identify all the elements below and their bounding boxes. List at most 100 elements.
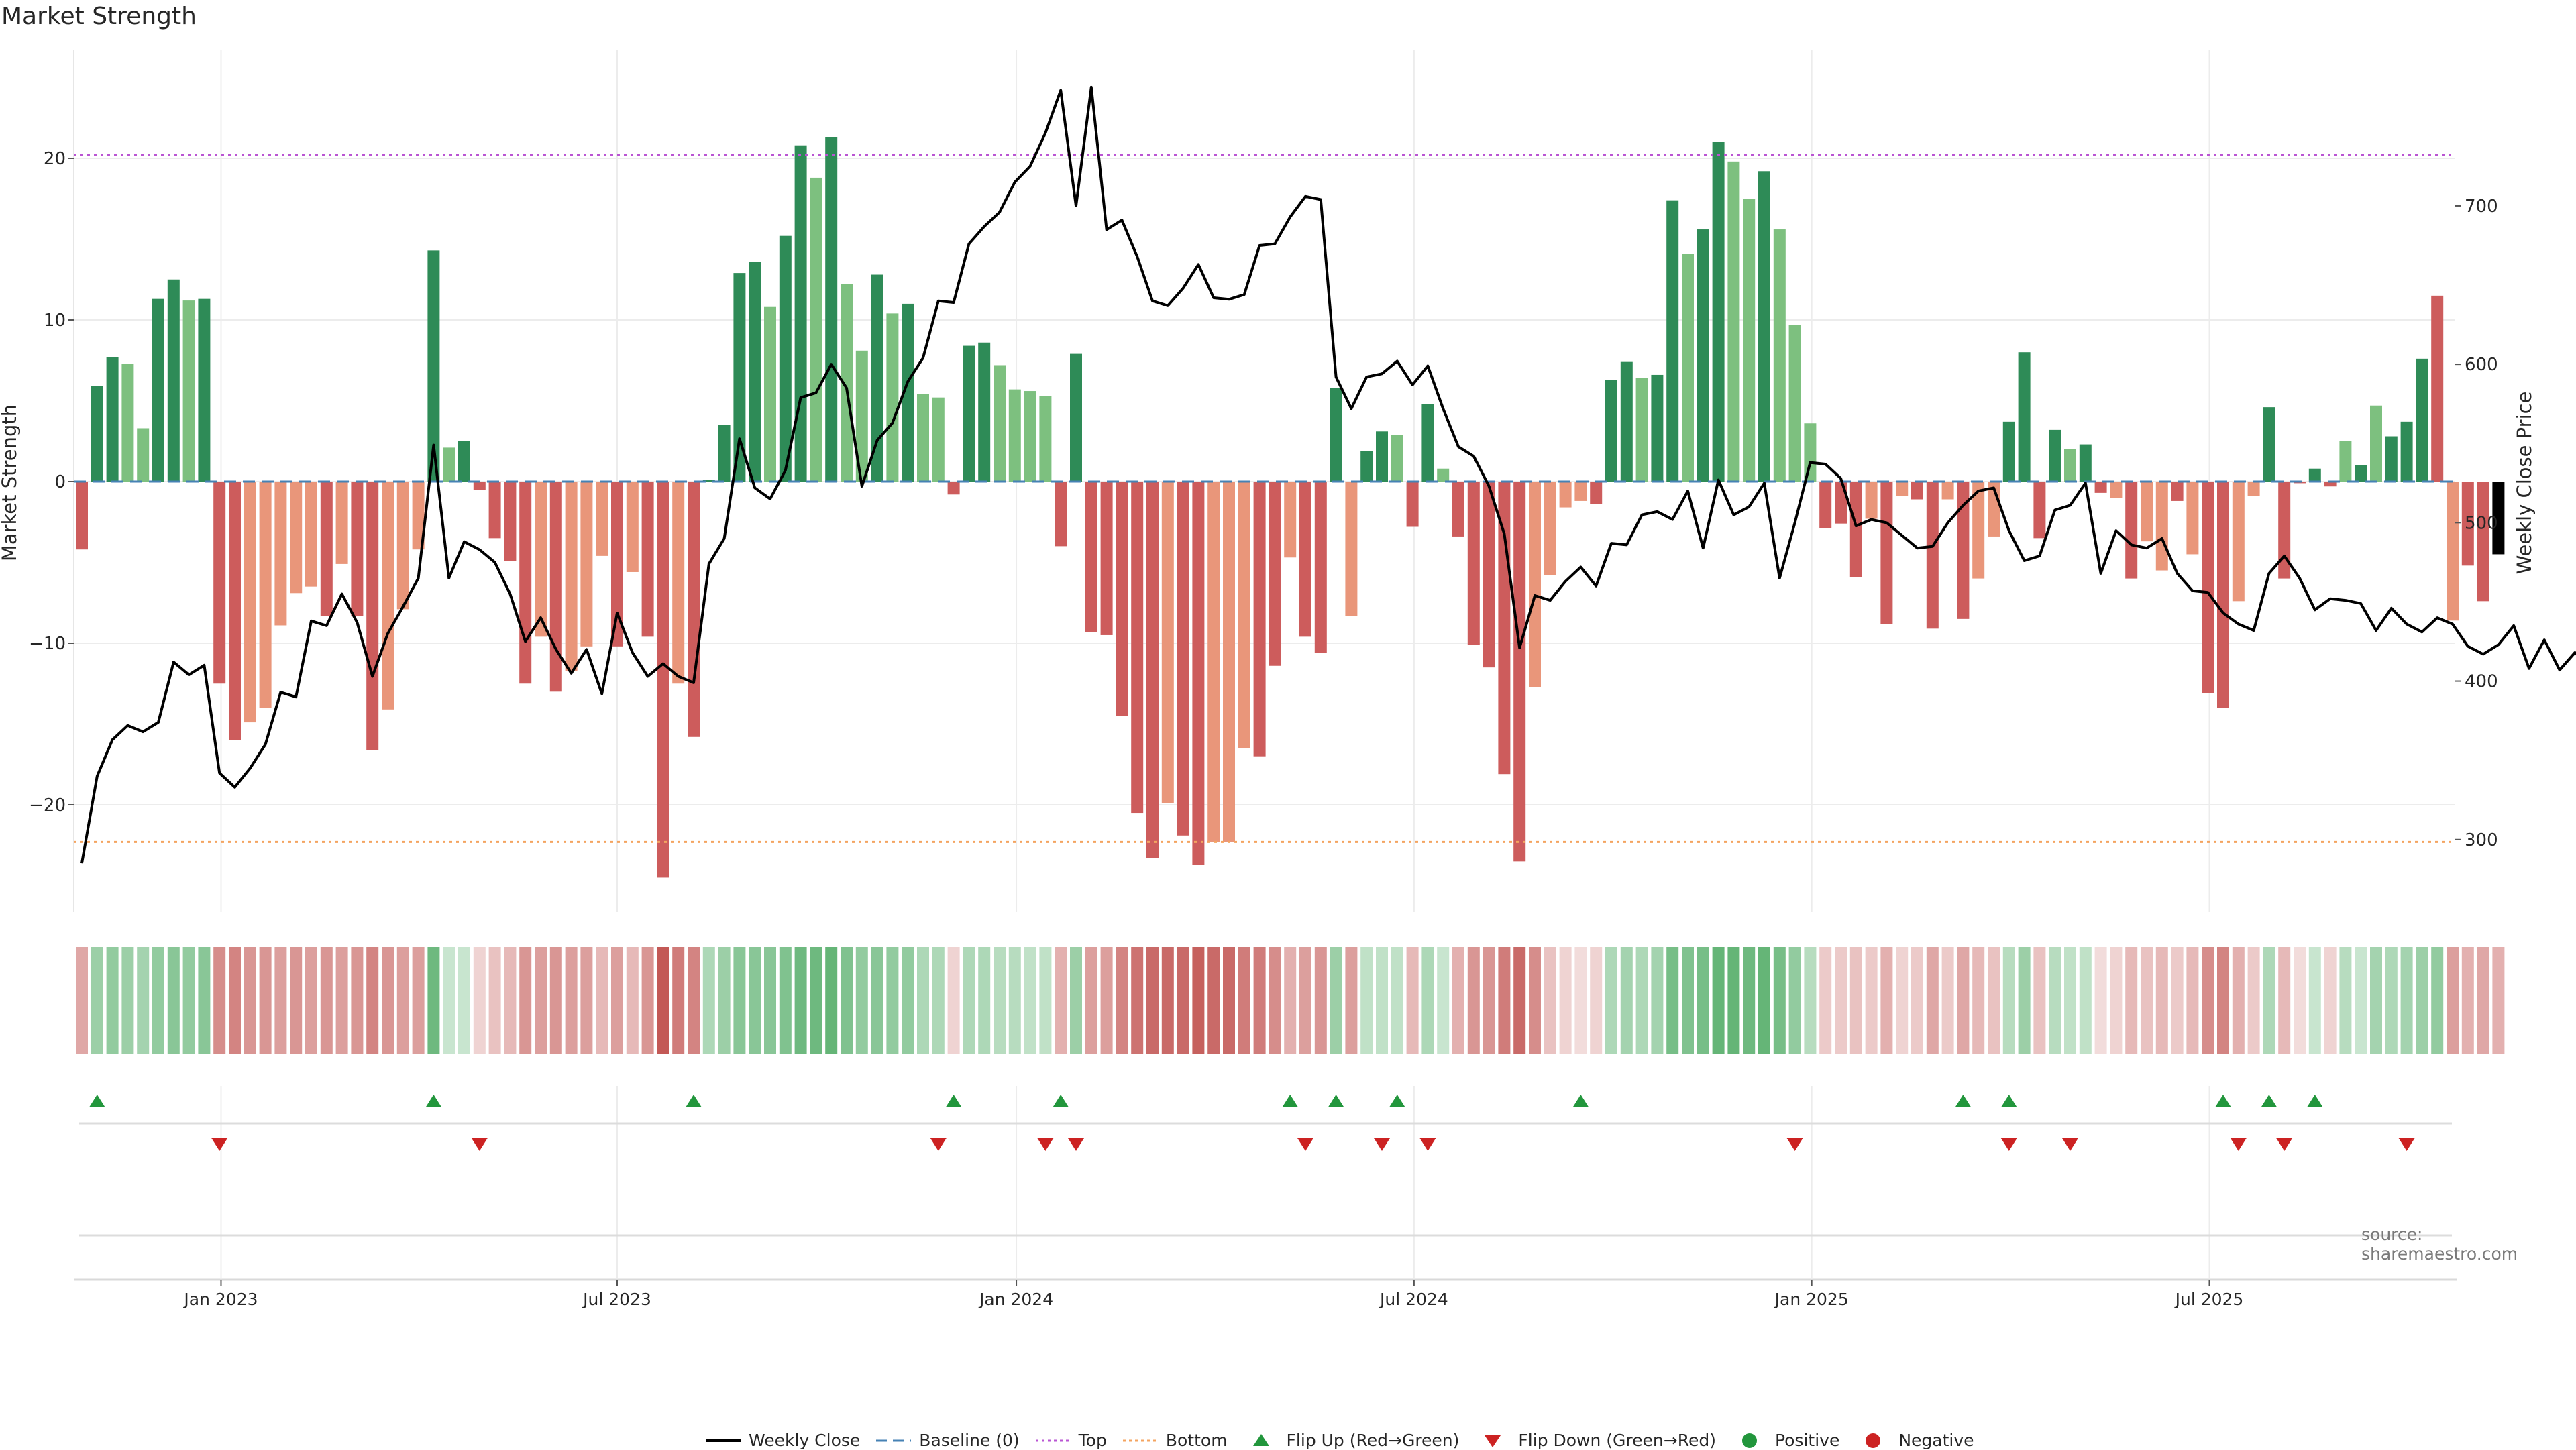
legend-item: Negative: [1854, 1431, 1974, 1450]
heat-cell: [1590, 947, 1603, 1054]
legend-item: Flip Down (Green→Red): [1474, 1431, 1716, 1450]
strength-bar: [963, 345, 975, 482]
legend-item: Top: [1034, 1431, 1107, 1450]
strength-bar: [1773, 229, 1786, 482]
strength-bar: [1574, 482, 1587, 501]
strength-bar: [1146, 482, 1159, 858]
strength-bar: [198, 298, 211, 482]
strength-bar: [519, 482, 532, 684]
strength-bar: [596, 482, 608, 556]
strength-bar: [1620, 361, 1633, 482]
heat-cell: [2431, 947, 2444, 1054]
strength-bar: [2431, 295, 2444, 482]
strength-bar: [427, 250, 440, 482]
strength-bar: [1116, 482, 1128, 716]
heat-cell: [2416, 947, 2428, 1054]
heat-cell: [1406, 947, 1419, 1054]
heat-cell: [121, 947, 134, 1054]
heat-cell: [1284, 947, 1297, 1054]
heat-cell: [764, 947, 776, 1054]
heat-cell: [91, 947, 103, 1054]
strength-bar: [2461, 482, 2474, 566]
strength-bar: [917, 394, 929, 482]
heat-cell: [229, 947, 241, 1054]
strength-bar: [749, 262, 761, 482]
heat-cell: [2385, 947, 2398, 1054]
legend-label: Flip Down (Green→Red): [1518, 1431, 1716, 1450]
heat-cell: [1452, 947, 1464, 1054]
strength-bar: [2339, 441, 2352, 482]
flip-down-marker: [1037, 1138, 1054, 1151]
strength-bar: [2002, 421, 2015, 482]
heat-cell: [1513, 947, 1526, 1054]
heat-cell: [1620, 947, 1633, 1054]
x-tick-label: Jul 2024: [1379, 1290, 1448, 1309]
triangle-up-icon: [1252, 1433, 1269, 1446]
flip-up-marker: [1955, 1095, 1972, 1107]
heat-cell: [274, 947, 287, 1054]
heat-cell: [305, 947, 317, 1054]
strength-bar: [2324, 482, 2337, 487]
heat-cell: [1177, 947, 1189, 1054]
axis-labels: −20 −10 0 10 20 300 400 500 600 700 Jan 2023 Jul 20…: [0, 149, 2536, 1309]
strength-bar: [1437, 468, 1450, 482]
heat-cell: [1085, 947, 1097, 1054]
flip-down-marker: [2062, 1138, 2078, 1151]
heat-cell: [1100, 947, 1113, 1054]
heat-cell: [1635, 947, 1648, 1054]
strength-bar: [2049, 429, 2061, 482]
heat-cell: [994, 947, 1006, 1054]
heat-cell: [886, 947, 899, 1054]
strength-bar: [1483, 482, 1495, 668]
chart-legend: Weekly Close Baseline (0) Top Bottom Flip Up…: [704, 1431, 1974, 1450]
heat-cell: [2447, 947, 2459, 1054]
heat-cell: [2294, 947, 2306, 1054]
strength-bar: [2355, 465, 2367, 482]
strength-bar: [1360, 451, 1373, 482]
strength-bar: [320, 482, 333, 616]
heat-cell: [2125, 947, 2138, 1054]
strength-bar: [810, 177, 822, 482]
strength-bar: [2094, 482, 2107, 493]
flip-up-marker: [945, 1095, 962, 1107]
heat-cell: [2064, 947, 2076, 1054]
flip-markers: [79, 1095, 2452, 1237]
heat-cell: [2049, 947, 2061, 1054]
strength-bar: [1682, 254, 1694, 482]
heat-cell: [1743, 947, 1756, 1054]
heat-cell: [1024, 947, 1036, 1054]
strength-bar: [1376, 431, 1388, 482]
heat-cell: [1605, 947, 1617, 1054]
strength-bar: [1819, 482, 1832, 528]
strength-bar: [1590, 482, 1603, 504]
strength-bar: [335, 482, 348, 564]
heat-cell: [2324, 947, 2337, 1054]
flip-down-marker: [930, 1138, 947, 1151]
heat-cell: [1345, 947, 1358, 1054]
strength-bar: [825, 137, 838, 482]
strength-bar: [229, 482, 241, 740]
strength-bar: [641, 482, 654, 637]
heat-cell: [2079, 947, 2092, 1054]
heat-cell: [1437, 947, 1450, 1054]
dotted-line-icon: [1035, 1439, 1071, 1441]
strength-bar: [1849, 482, 1862, 577]
heat-cell: [1314, 947, 1327, 1054]
strength-bar: [672, 482, 685, 684]
strength-bar: [443, 447, 455, 482]
heat-cell: [1116, 947, 1128, 1054]
y-tick-label: −20: [29, 795, 66, 816]
strength-bar: [2232, 482, 2245, 602]
heat-cell: [1299, 947, 1311, 1054]
heat-cell: [2355, 947, 2367, 1054]
strength-bar: [458, 441, 470, 482]
strength-bar: [290, 482, 303, 594]
heat-cell: [902, 947, 914, 1054]
heat-cell: [535, 947, 547, 1054]
strength-bar: [2416, 358, 2428, 482]
heat-cell: [182, 947, 195, 1054]
legend-label: Negative: [1898, 1431, 1974, 1450]
heat-cell: [1269, 947, 1281, 1054]
strength-bar: [2171, 482, 2184, 501]
strength-bar: [1269, 482, 1281, 666]
